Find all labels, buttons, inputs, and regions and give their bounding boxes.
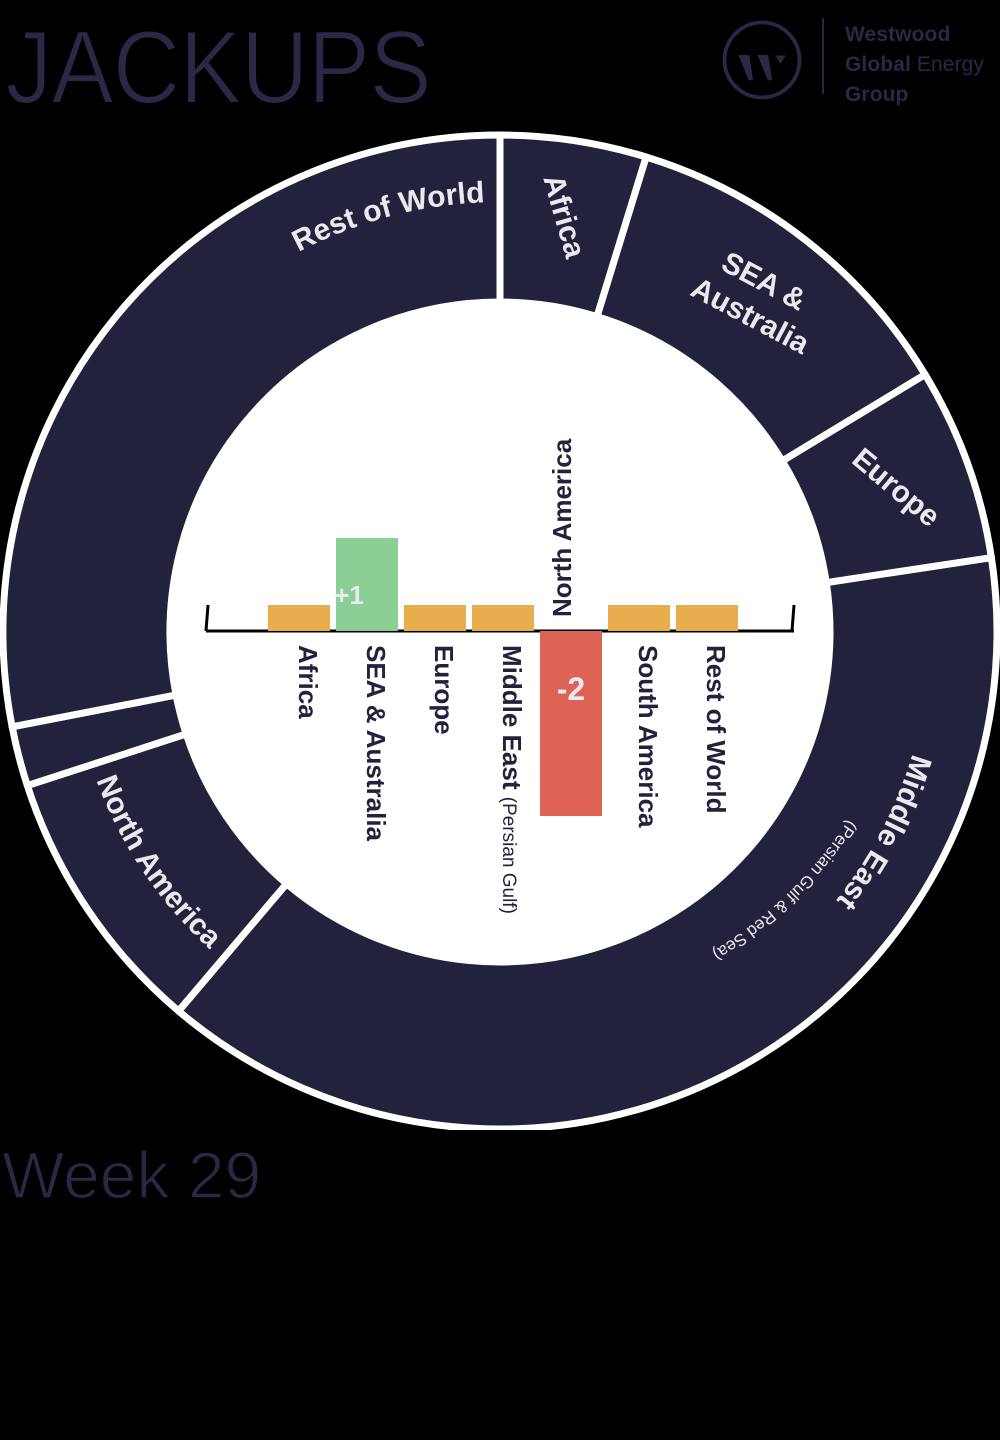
svg-text:+1: +1 — [334, 580, 364, 610]
svg-text:North America: North America — [547, 438, 577, 617]
svg-text:Africa: Africa — [293, 645, 323, 719]
svg-text:Week 29: Week 29 — [2, 1138, 261, 1212]
svg-text:Rest of World: Rest of World — [701, 645, 731, 814]
svg-text:JACKUPS: JACKUPS — [5, 8, 430, 125]
svg-text:South America: South America — [633, 645, 663, 828]
svg-text:Europe: Europe — [429, 645, 459, 735]
svg-text:-2: -2 — [557, 671, 585, 707]
svg-text:SEA & Australia: SEA & Australia — [361, 645, 391, 842]
